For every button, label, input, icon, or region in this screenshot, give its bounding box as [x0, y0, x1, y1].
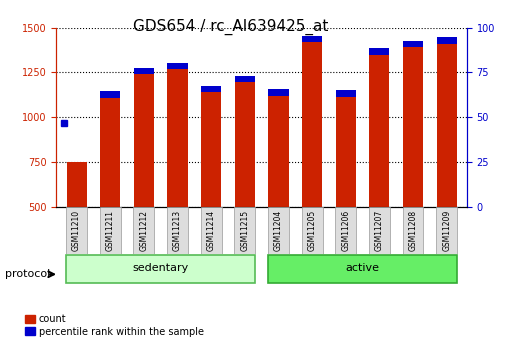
- Text: GSM11211: GSM11211: [106, 210, 115, 251]
- Text: GSM11205: GSM11205: [308, 210, 317, 251]
- Bar: [403, 47, 423, 207]
- FancyBboxPatch shape: [201, 207, 222, 254]
- Bar: [235, 82, 255, 207]
- Text: GDS654 / rc_AI639425_at: GDS654 / rc_AI639425_at: [133, 19, 328, 35]
- Text: active: active: [346, 264, 380, 274]
- Bar: [134, 68, 154, 74]
- Text: GSM11214: GSM11214: [207, 210, 215, 251]
- FancyBboxPatch shape: [369, 207, 390, 254]
- Text: sedentary: sedentary: [132, 264, 189, 274]
- Text: GSM11206: GSM11206: [341, 210, 350, 251]
- FancyBboxPatch shape: [436, 207, 457, 254]
- Bar: [369, 55, 389, 207]
- Bar: [302, 36, 322, 42]
- Text: GSM11207: GSM11207: [375, 210, 384, 251]
- FancyBboxPatch shape: [66, 255, 255, 283]
- Text: GSM11204: GSM11204: [274, 210, 283, 251]
- Bar: [167, 62, 188, 69]
- FancyBboxPatch shape: [100, 207, 121, 254]
- Legend: count, percentile rank within the sample: count, percentile rank within the sample: [25, 314, 204, 337]
- Bar: [201, 92, 221, 207]
- FancyBboxPatch shape: [336, 207, 356, 254]
- Text: GSM11209: GSM11209: [442, 210, 451, 251]
- Text: GSM11213: GSM11213: [173, 210, 182, 251]
- FancyBboxPatch shape: [268, 255, 457, 283]
- FancyBboxPatch shape: [268, 207, 289, 254]
- Bar: [167, 69, 188, 207]
- FancyBboxPatch shape: [167, 207, 188, 254]
- Bar: [268, 89, 288, 96]
- Bar: [201, 86, 221, 92]
- Bar: [67, 162, 87, 207]
- FancyBboxPatch shape: [66, 207, 87, 254]
- FancyBboxPatch shape: [133, 207, 154, 254]
- Text: GSM11212: GSM11212: [140, 210, 148, 251]
- Bar: [437, 44, 457, 207]
- Bar: [100, 91, 121, 98]
- Bar: [336, 90, 356, 97]
- Text: GSM11210: GSM11210: [72, 210, 81, 251]
- Bar: [235, 76, 255, 82]
- Bar: [369, 48, 389, 55]
- Bar: [100, 98, 121, 207]
- Bar: [302, 42, 322, 207]
- Bar: [134, 74, 154, 207]
- FancyBboxPatch shape: [234, 207, 255, 254]
- FancyBboxPatch shape: [403, 207, 423, 254]
- FancyBboxPatch shape: [302, 207, 323, 254]
- Bar: [336, 97, 356, 207]
- Bar: [403, 41, 423, 47]
- Text: GSM11215: GSM11215: [240, 210, 249, 251]
- Text: protocol: protocol: [5, 269, 50, 279]
- Bar: [437, 38, 457, 44]
- Text: GSM11208: GSM11208: [408, 210, 418, 251]
- Bar: [268, 96, 288, 207]
